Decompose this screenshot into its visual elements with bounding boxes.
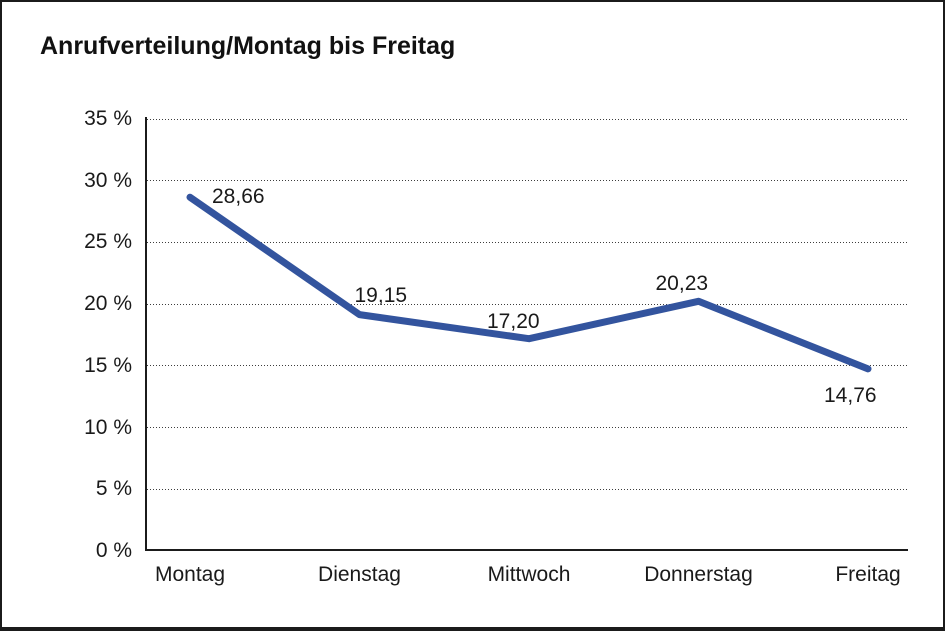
y-tick-label: 0 % [95,539,132,562]
gridline [147,303,908,305]
gridline [147,488,908,490]
y-tick-label: 30 % [84,168,132,192]
y-tick-label: 35 % [84,107,132,130]
gridline [147,365,908,367]
data-point-label: 28,66 [212,185,265,209]
data-line [186,193,872,373]
y-tick-label: 20 % [84,292,132,316]
data-point-label: 19,15 [354,283,408,307]
y-tick-label: 5 % [95,477,132,501]
gridline [147,241,908,243]
chart-title: Anrufverteilung/Montag bis Freitag [40,32,456,60]
gridline [147,118,908,120]
data-point-label: 20,23 [655,272,709,296]
x-tick-label: Freitag [835,563,901,586]
x-tick-label: Montag [154,563,226,586]
gridline [147,427,908,429]
data-point-label: 14,76 [824,383,877,407]
y-tick-label: 10 % [84,415,132,439]
x-tick-label: Mittwoch [487,563,571,586]
y-tick-label: 25 % [84,230,132,254]
y-tick-label: 15 % [84,353,132,377]
y-axis-line [145,117,147,551]
x-axis-line [145,549,908,551]
gridline [147,180,908,182]
x-tick-label: Dienstag [318,563,401,586]
data-point-label: 17,20 [487,309,540,333]
x-tick-label: Donnerstag [644,563,753,586]
